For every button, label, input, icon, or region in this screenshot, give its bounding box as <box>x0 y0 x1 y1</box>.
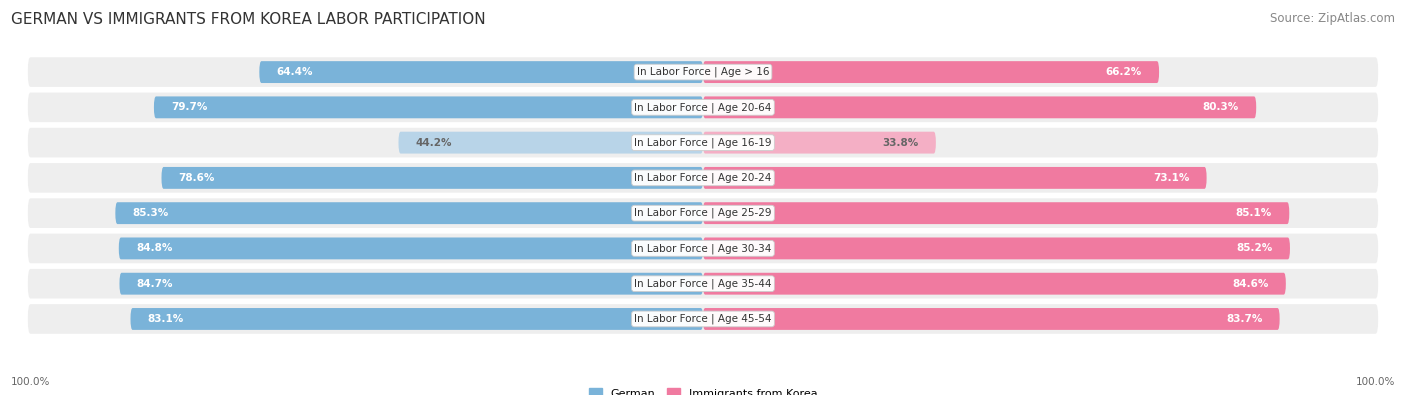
FancyBboxPatch shape <box>28 92 1378 122</box>
FancyBboxPatch shape <box>120 273 703 295</box>
FancyBboxPatch shape <box>703 96 1256 118</box>
FancyBboxPatch shape <box>703 237 1289 260</box>
Text: 83.7%: 83.7% <box>1226 314 1263 324</box>
Text: In Labor Force | Age 35-44: In Labor Force | Age 35-44 <box>634 278 772 289</box>
FancyBboxPatch shape <box>162 167 703 189</box>
Text: In Labor Force | Age > 16: In Labor Force | Age > 16 <box>637 67 769 77</box>
Text: 80.3%: 80.3% <box>1202 102 1239 112</box>
FancyBboxPatch shape <box>703 132 936 154</box>
Text: 100.0%: 100.0% <box>11 377 51 387</box>
Text: 84.7%: 84.7% <box>136 279 173 289</box>
FancyBboxPatch shape <box>28 57 1378 87</box>
FancyBboxPatch shape <box>28 304 1378 334</box>
FancyBboxPatch shape <box>153 96 703 118</box>
Text: 33.8%: 33.8% <box>883 137 918 148</box>
Text: 83.1%: 83.1% <box>148 314 184 324</box>
Text: In Labor Force | Age 30-34: In Labor Force | Age 30-34 <box>634 243 772 254</box>
FancyBboxPatch shape <box>703 167 1206 189</box>
Text: In Labor Force | Age 20-24: In Labor Force | Age 20-24 <box>634 173 772 183</box>
FancyBboxPatch shape <box>28 163 1378 193</box>
FancyBboxPatch shape <box>115 202 703 224</box>
FancyBboxPatch shape <box>703 308 1279 330</box>
FancyBboxPatch shape <box>28 269 1378 299</box>
Text: 44.2%: 44.2% <box>416 137 453 148</box>
FancyBboxPatch shape <box>703 273 1286 295</box>
Text: Source: ZipAtlas.com: Source: ZipAtlas.com <box>1270 12 1395 25</box>
FancyBboxPatch shape <box>28 128 1378 158</box>
Text: In Labor Force | Age 20-64: In Labor Force | Age 20-64 <box>634 102 772 113</box>
Text: 84.8%: 84.8% <box>136 243 173 254</box>
Text: 64.4%: 64.4% <box>277 67 314 77</box>
FancyBboxPatch shape <box>28 233 1378 263</box>
Text: 85.3%: 85.3% <box>132 208 169 218</box>
Text: 85.1%: 85.1% <box>1236 208 1272 218</box>
FancyBboxPatch shape <box>259 61 703 83</box>
Text: 85.2%: 85.2% <box>1236 243 1272 254</box>
FancyBboxPatch shape <box>703 61 1159 83</box>
Text: 84.6%: 84.6% <box>1232 279 1268 289</box>
Text: 73.1%: 73.1% <box>1153 173 1189 183</box>
Text: In Labor Force | Age 25-29: In Labor Force | Age 25-29 <box>634 208 772 218</box>
FancyBboxPatch shape <box>703 202 1289 224</box>
FancyBboxPatch shape <box>118 237 703 260</box>
Text: In Labor Force | Age 45-54: In Labor Force | Age 45-54 <box>634 314 772 324</box>
FancyBboxPatch shape <box>28 198 1378 228</box>
FancyBboxPatch shape <box>131 308 703 330</box>
Text: 78.6%: 78.6% <box>179 173 215 183</box>
Text: 79.7%: 79.7% <box>172 102 208 112</box>
Text: 66.2%: 66.2% <box>1105 67 1142 77</box>
Text: In Labor Force | Age 16-19: In Labor Force | Age 16-19 <box>634 137 772 148</box>
FancyBboxPatch shape <box>398 132 703 154</box>
Text: 100.0%: 100.0% <box>1355 377 1395 387</box>
Text: GERMAN VS IMMIGRANTS FROM KOREA LABOR PARTICIPATION: GERMAN VS IMMIGRANTS FROM KOREA LABOR PA… <box>11 12 486 27</box>
Legend: German, Immigrants from Korea: German, Immigrants from Korea <box>583 384 823 395</box>
